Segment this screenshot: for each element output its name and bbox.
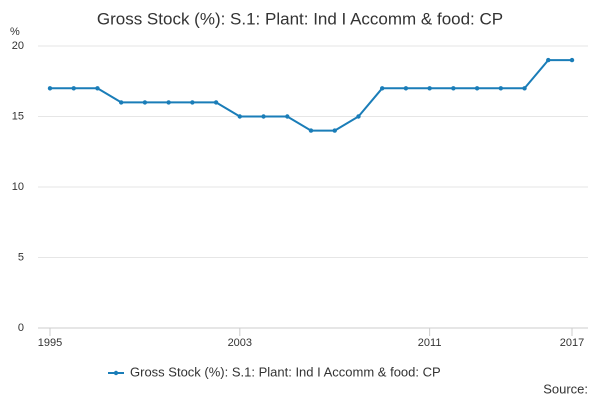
point (451, 86, 456, 91)
x-tick-label: 1995 (38, 337, 62, 349)
point (71, 86, 76, 91)
point (332, 128, 337, 133)
y-tick-label: 0 (18, 322, 24, 334)
y-axis-label: % (10, 26, 20, 38)
point (166, 100, 171, 105)
point (237, 114, 243, 119)
source: Source: (543, 381, 588, 396)
point (522, 86, 527, 91)
point (546, 57, 551, 63)
point (403, 86, 409, 91)
point (379, 86, 385, 91)
point (118, 100, 124, 105)
y-tick-label: 5 (18, 251, 24, 263)
line (50, 59, 572, 132)
point (261, 114, 266, 119)
point (190, 100, 195, 105)
legend-label: Gross Stock (%): S.1: Plant: Ind I Accom… (130, 364, 441, 379)
x-tick-label: 2003 (228, 337, 252, 349)
point (474, 86, 480, 91)
y-tick-label: 20 (12, 40, 24, 52)
point (95, 86, 100, 91)
y-tick-label: 15 (12, 110, 24, 122)
point (308, 128, 314, 133)
point (142, 100, 148, 105)
x-tick-label: 2011 (418, 337, 442, 349)
point (285, 114, 290, 119)
point (356, 114, 361, 119)
point (213, 100, 219, 105)
x-tick-label: 2017 (560, 337, 584, 349)
legend-swatch-point (113, 370, 119, 376)
point (569, 57, 575, 63)
point (427, 86, 432, 91)
y-tick-label: 10 (12, 181, 24, 193)
point (498, 86, 504, 91)
point (47, 86, 53, 91)
chart-title: Gross Stock (%): S.1: Plant: Ind I Accom… (97, 9, 503, 28)
